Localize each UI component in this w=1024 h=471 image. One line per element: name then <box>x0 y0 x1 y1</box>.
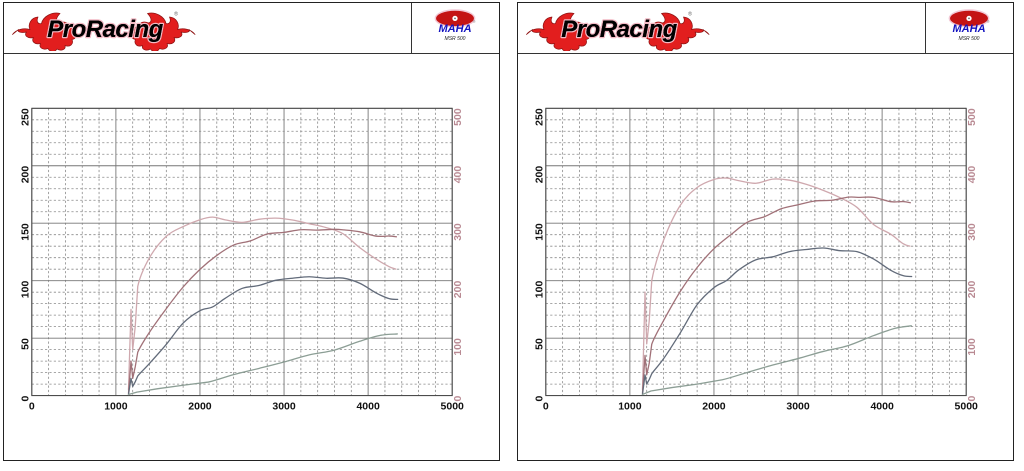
svg-text:3000: 3000 <box>272 401 296 413</box>
svg-text:®: ® <box>174 11 178 18</box>
svg-text:1000: 1000 <box>104 401 128 413</box>
svg-text:250: 250 <box>534 108 546 126</box>
svg-text:3000: 3000 <box>786 401 810 413</box>
svg-text:®: ® <box>987 20 990 24</box>
svg-text:400: 400 <box>452 166 464 184</box>
svg-text:4000: 4000 <box>870 401 894 413</box>
svg-text:200: 200 <box>452 281 464 299</box>
svg-text:100: 100 <box>20 281 32 299</box>
svg-text:®: ® <box>473 20 476 24</box>
svg-text:500: 500 <box>966 108 978 126</box>
svg-text:2000: 2000 <box>188 401 212 413</box>
svg-text:2000: 2000 <box>702 401 726 413</box>
svg-text:500: 500 <box>452 108 464 126</box>
svg-text:150: 150 <box>20 223 32 241</box>
svg-text:0: 0 <box>29 401 35 413</box>
svg-text:MSR 500: MSR 500 <box>445 36 466 42</box>
svg-text:5000: 5000 <box>441 401 465 413</box>
svg-text:100: 100 <box>452 338 464 356</box>
svg-text:®: ® <box>688 11 692 18</box>
svg-text:0: 0 <box>543 401 549 413</box>
svg-text:300: 300 <box>966 223 978 241</box>
svg-text:100: 100 <box>534 281 546 299</box>
svg-text:MAHA: MAHA <box>953 23 986 35</box>
svg-text:50: 50 <box>20 338 32 350</box>
svg-text:150: 150 <box>534 223 546 241</box>
svg-text:300: 300 <box>452 223 464 241</box>
svg-text:200: 200 <box>966 281 978 299</box>
svg-text:ProRacing: ProRacing <box>561 16 677 43</box>
svg-text:400: 400 <box>966 166 978 184</box>
svg-text:MAHA: MAHA <box>439 23 472 35</box>
svg-text:50: 50 <box>534 338 546 350</box>
svg-text:100: 100 <box>966 338 978 356</box>
svg-text:ProRacing: ProRacing <box>47 16 163 43</box>
svg-text:200: 200 <box>20 166 32 184</box>
svg-text:MSR 500: MSR 500 <box>959 36 980 42</box>
svg-text:1000: 1000 <box>618 401 642 413</box>
svg-text:200: 200 <box>534 166 546 184</box>
svg-text:5000: 5000 <box>955 401 979 413</box>
svg-text:250: 250 <box>20 108 32 126</box>
svg-text:4000: 4000 <box>356 401 380 413</box>
